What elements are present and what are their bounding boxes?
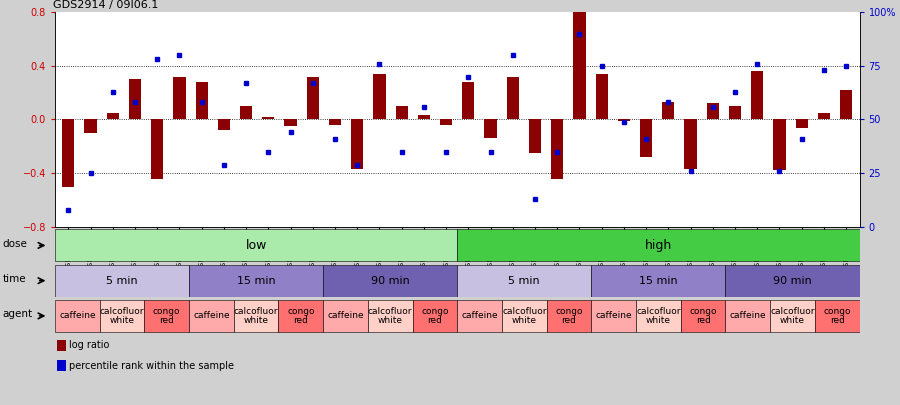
Bar <box>502 300 546 332</box>
Bar <box>440 119 452 125</box>
Bar <box>55 300 100 332</box>
Bar <box>662 102 674 119</box>
Text: congo
red: congo red <box>153 307 181 325</box>
Bar <box>529 119 541 153</box>
Bar <box>57 340 66 351</box>
Bar <box>796 119 808 128</box>
Bar <box>234 300 278 332</box>
Bar <box>351 119 364 169</box>
Text: calcofluor
white: calcofluor white <box>636 307 680 325</box>
Text: calcofluor
white: calcofluor white <box>368 307 412 325</box>
Bar <box>368 300 412 332</box>
Text: caffeine: caffeine <box>730 311 766 320</box>
Bar <box>374 74 385 119</box>
Bar <box>725 265 860 296</box>
Text: low: low <box>246 239 266 252</box>
Bar <box>773 119 786 171</box>
Bar <box>189 300 234 332</box>
Bar <box>546 300 591 332</box>
Bar <box>685 119 697 169</box>
Text: log ratio: log ratio <box>69 340 110 350</box>
Text: congo
red: congo red <box>421 307 449 325</box>
Bar <box>195 82 208 119</box>
Bar <box>729 106 742 119</box>
Text: congo
red: congo red <box>555 307 582 325</box>
Bar <box>57 360 66 371</box>
Bar <box>706 103 719 119</box>
Bar <box>396 106 408 119</box>
Bar <box>840 90 852 119</box>
Bar <box>636 300 680 332</box>
Bar <box>640 119 652 157</box>
Bar <box>85 119 96 133</box>
Bar <box>174 77 185 119</box>
Text: high: high <box>644 239 672 252</box>
Bar <box>323 300 368 332</box>
Text: calcofluor
white: calcofluor white <box>770 307 814 325</box>
Bar <box>129 79 141 119</box>
Text: caffeine: caffeine <box>59 311 95 320</box>
Text: congo
red: congo red <box>287 307 315 325</box>
Bar <box>591 265 725 296</box>
Bar <box>418 115 430 119</box>
Text: calcofluor
white: calcofluor white <box>234 307 278 325</box>
Bar <box>144 300 189 332</box>
Bar <box>573 12 586 119</box>
Bar <box>617 119 630 121</box>
Bar <box>457 265 591 296</box>
Text: caffeine: caffeine <box>328 311 364 320</box>
Bar <box>725 300 770 332</box>
Text: 5 min: 5 min <box>106 276 138 286</box>
Bar <box>770 300 814 332</box>
Bar <box>278 300 323 332</box>
Bar <box>218 119 230 130</box>
Bar <box>551 119 563 179</box>
Bar <box>484 119 497 138</box>
Bar <box>240 106 252 119</box>
Bar <box>151 119 163 179</box>
Text: caffeine: caffeine <box>194 311 230 320</box>
Bar <box>507 77 519 119</box>
Bar <box>100 300 144 332</box>
Bar <box>752 71 763 119</box>
Text: congo
red: congo red <box>689 307 716 325</box>
Text: calcofluor
white: calcofluor white <box>100 307 144 325</box>
Bar <box>107 113 119 119</box>
Bar <box>680 300 725 332</box>
Bar <box>814 300 860 332</box>
Bar <box>284 119 297 126</box>
Text: 15 min: 15 min <box>639 276 678 286</box>
Bar <box>323 265 457 296</box>
Bar <box>463 82 474 119</box>
Bar <box>596 74 608 119</box>
Text: time: time <box>3 274 26 284</box>
Text: caffeine: caffeine <box>596 311 632 320</box>
Bar <box>818 113 830 119</box>
Text: agent: agent <box>3 309 33 319</box>
Text: 90 min: 90 min <box>773 276 812 286</box>
Bar <box>189 265 323 296</box>
Bar <box>262 117 274 119</box>
Text: caffeine: caffeine <box>462 311 498 320</box>
Text: percentile rank within the sample: percentile rank within the sample <box>69 360 234 371</box>
Text: 15 min: 15 min <box>237 276 275 286</box>
Bar <box>55 265 189 296</box>
Text: GDS2914 / 09I06.1: GDS2914 / 09I06.1 <box>53 0 158 10</box>
Text: 90 min: 90 min <box>371 276 410 286</box>
Bar <box>55 230 457 261</box>
Text: dose: dose <box>3 239 28 249</box>
Bar <box>591 300 636 332</box>
Bar <box>412 300 457 332</box>
Text: 5 min: 5 min <box>508 276 540 286</box>
Bar <box>328 119 341 125</box>
Text: congo
red: congo red <box>824 307 850 325</box>
Bar <box>457 300 502 332</box>
Bar <box>457 230 860 261</box>
Bar <box>307 77 319 119</box>
Text: calcofluor
white: calcofluor white <box>502 307 546 325</box>
Bar <box>62 119 75 187</box>
